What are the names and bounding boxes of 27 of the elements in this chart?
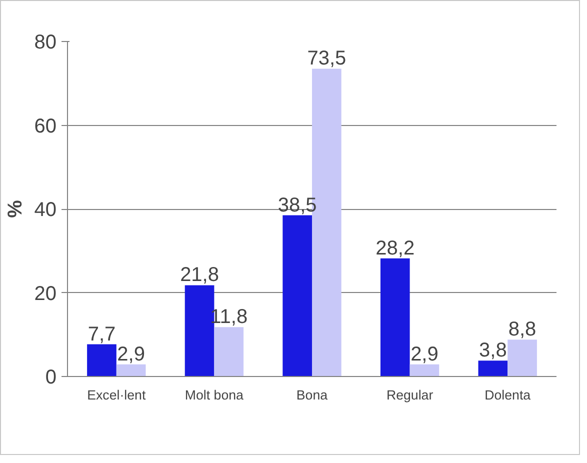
y-tick-label: 20 <box>34 282 57 305</box>
bar <box>116 364 146 376</box>
bar <box>508 340 537 376</box>
data-label: 3,8 <box>479 340 507 362</box>
y-tick-label: 60 <box>34 115 57 138</box>
bar <box>380 258 410 376</box>
y-axis-title: % <box>4 200 26 218</box>
y-tick-label: 80 <box>34 32 57 54</box>
data-label: 28,2 <box>376 237 415 260</box>
x-tick-label: Regular <box>386 388 434 402</box>
x-tick-label: Dolenta <box>484 388 532 402</box>
x-tick-label: Bona <box>296 388 328 402</box>
x-tick-label: Excel·lent <box>87 388 146 402</box>
bar <box>87 344 116 376</box>
data-label: 2,9 <box>410 343 438 366</box>
data-label: 73,5 <box>307 48 346 70</box>
data-label: 2,9 <box>117 343 145 366</box>
x-tick-label: Molt bona <box>184 388 244 402</box>
bar <box>214 327 244 376</box>
data-label: 8,8 <box>508 318 536 341</box>
data-label: 21,8 <box>180 264 220 286</box>
bar <box>410 364 440 376</box>
y-tick-label: 40 <box>34 199 57 221</box>
y-tick-label: 0 <box>45 366 56 388</box>
data-label: 7,7 <box>88 323 116 346</box>
bar <box>282 215 312 376</box>
bar <box>478 360 508 376</box>
